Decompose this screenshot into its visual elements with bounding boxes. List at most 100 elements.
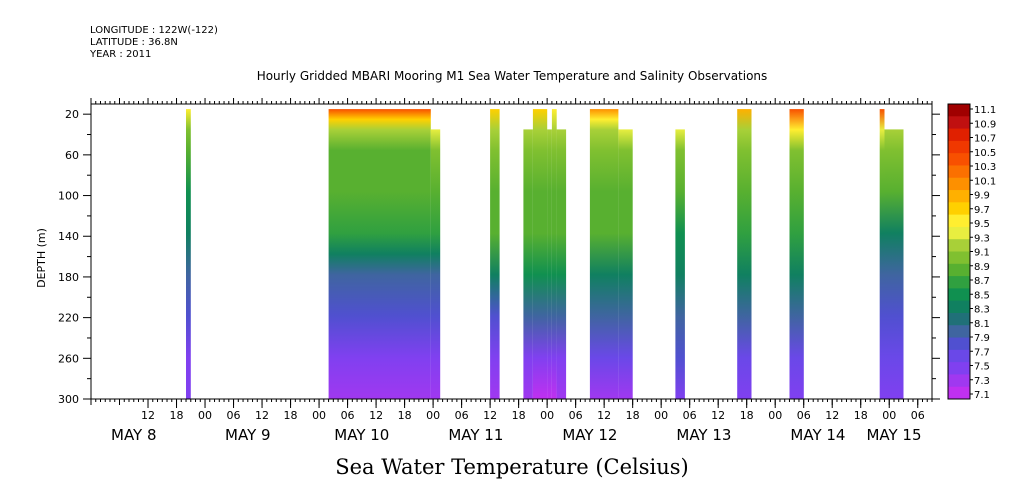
x-tick-label: 06 [455, 409, 469, 422]
colorbar-swatch [948, 226, 970, 240]
data-segment [532, 109, 548, 399]
x-day-label: MAY 9 [225, 426, 271, 444]
colorbar-label: 7.7 [974, 347, 990, 358]
x-tick-label: 06 [569, 409, 583, 422]
colorbar-swatch [948, 177, 970, 191]
colorbar-label: 8.7 [974, 276, 990, 287]
plot-background [91, 104, 932, 399]
y-tick-label: 260 [58, 352, 79, 365]
x-day-label: MAY 12 [562, 426, 617, 444]
colorbar-label: 7.3 [974, 376, 990, 387]
data-segment [490, 109, 500, 399]
axes-layer: 12 18 00 06 12 18 00 06 12 18 00 06 12 18 00 06 12 18 00 06… [58, 98, 940, 444]
y-tick-label: 140 [58, 230, 79, 243]
data-segment [737, 109, 752, 399]
x-tick-label: 12 [825, 409, 839, 422]
colorbar-label: 10.7 [974, 134, 996, 145]
colorbar-swatch [948, 128, 970, 142]
colorbar-swatch [948, 288, 970, 302]
colorbar-swatch [948, 263, 970, 277]
colorbar-label: 7.5 [974, 362, 990, 373]
colorbar-swatch [948, 116, 970, 130]
data-segment [789, 109, 804, 399]
x-tick-label: 00 [768, 409, 782, 422]
colorbar-label: 7.9 [974, 333, 990, 344]
colorbar-swatch [948, 300, 970, 314]
x-tick-label: 00 [540, 409, 554, 422]
data-segment [551, 109, 557, 399]
data-segment [675, 129, 685, 399]
colorbar-swatch [948, 165, 970, 179]
colorbar-swatch [948, 374, 970, 388]
x-tick-label: 12 [255, 409, 269, 422]
x-day-label: MAY 13 [676, 426, 731, 444]
colorbar-label: 10.5 [974, 148, 996, 159]
x-tick-label: 18 [284, 409, 298, 422]
data-segment [328, 109, 431, 399]
data-segment [547, 129, 552, 399]
x-tick-label: 06 [797, 409, 811, 422]
x-day-label: MAY 8 [111, 426, 157, 444]
x-axis-label: Sea Water Temperature (Celsius) [335, 455, 689, 479]
latitude-label: LATITUDE : 36.8N [90, 37, 178, 48]
colorbar-swatch [948, 104, 970, 117]
x-day-label: MAY 14 [790, 426, 845, 444]
chart-title: Hourly Gridded MBARI Mooring M1 Sea Wate… [257, 69, 768, 83]
plot-area [91, 104, 932, 399]
x-tick-label: 00 [312, 409, 326, 422]
x-tick-label: 12 [711, 409, 725, 422]
y-tick-label: 220 [58, 312, 79, 325]
colorbar: 11.1 10.9 10.7 10.5 10.3 10.1 9.9 9.7 9.5 9.3 9.1 8… [947, 103, 996, 401]
x-tick-label: 18 [626, 409, 640, 422]
data-segment [186, 109, 191, 399]
y-axis-label: DEPTH (m) [35, 228, 48, 288]
x-tick-label: 00 [654, 409, 668, 422]
data-layer [186, 109, 904, 399]
colorbar-swatch [948, 153, 970, 166]
y-tick-label: 60 [65, 149, 79, 162]
colorbar-label: 9.1 [974, 248, 990, 259]
y-tick-label: 20 [65, 108, 79, 121]
colorbar-label: 9.9 [974, 191, 990, 202]
x-tick-label: 12 [369, 409, 383, 422]
x-tick-label: 06 [227, 409, 241, 422]
x-day-label: MAY 11 [448, 426, 503, 444]
x-tick-label: 12 [483, 409, 497, 422]
colorbar-label: 9.7 [974, 205, 990, 216]
x-day-label: MAY 10 [334, 426, 389, 444]
x-tick-label: 12 [597, 409, 611, 422]
colorbar-swatch [948, 386, 970, 400]
colorbar-label: 8.9 [974, 262, 990, 273]
x-tick-label: 06 [341, 409, 355, 422]
x-tick-label: 18 [854, 409, 868, 422]
data-segment [618, 129, 633, 399]
colorbar-swatch [948, 251, 970, 265]
longitude-label: LONGITUDE : 122W(-122) [90, 25, 218, 36]
colorbar-label: 11.1 [974, 105, 996, 116]
colorbar-label: 10.9 [974, 119, 996, 130]
colorbar-swatch [948, 276, 970, 289]
colorbar-label: 9.3 [974, 233, 990, 244]
x-tick-label: 18 [398, 409, 412, 422]
x-tick-label: 18 [512, 409, 526, 422]
data-segment [884, 129, 904, 399]
colorbar-swatch [948, 239, 970, 252]
data-segment [430, 129, 441, 399]
x-tick-label: 12 [141, 409, 155, 422]
year-label: YEAR : 2011 [90, 49, 152, 60]
data-segment [589, 109, 619, 399]
x-tick-label: 00 [426, 409, 440, 422]
colorbar-label: 7.1 [974, 390, 990, 401]
colorbar-label: 8.1 [974, 319, 990, 330]
data-segment [523, 129, 533, 399]
colorbar-swatch [948, 214, 970, 228]
data-segment [879, 109, 885, 399]
x-tick-label: 18 [740, 409, 754, 422]
y-tick-label: 180 [58, 271, 79, 284]
colorbar-label: 9.5 [974, 219, 990, 230]
colorbar-swatch [948, 190, 970, 203]
y-tick-label: 100 [58, 190, 79, 203]
colorbar-swatch [948, 337, 970, 351]
data-segment [556, 129, 567, 399]
